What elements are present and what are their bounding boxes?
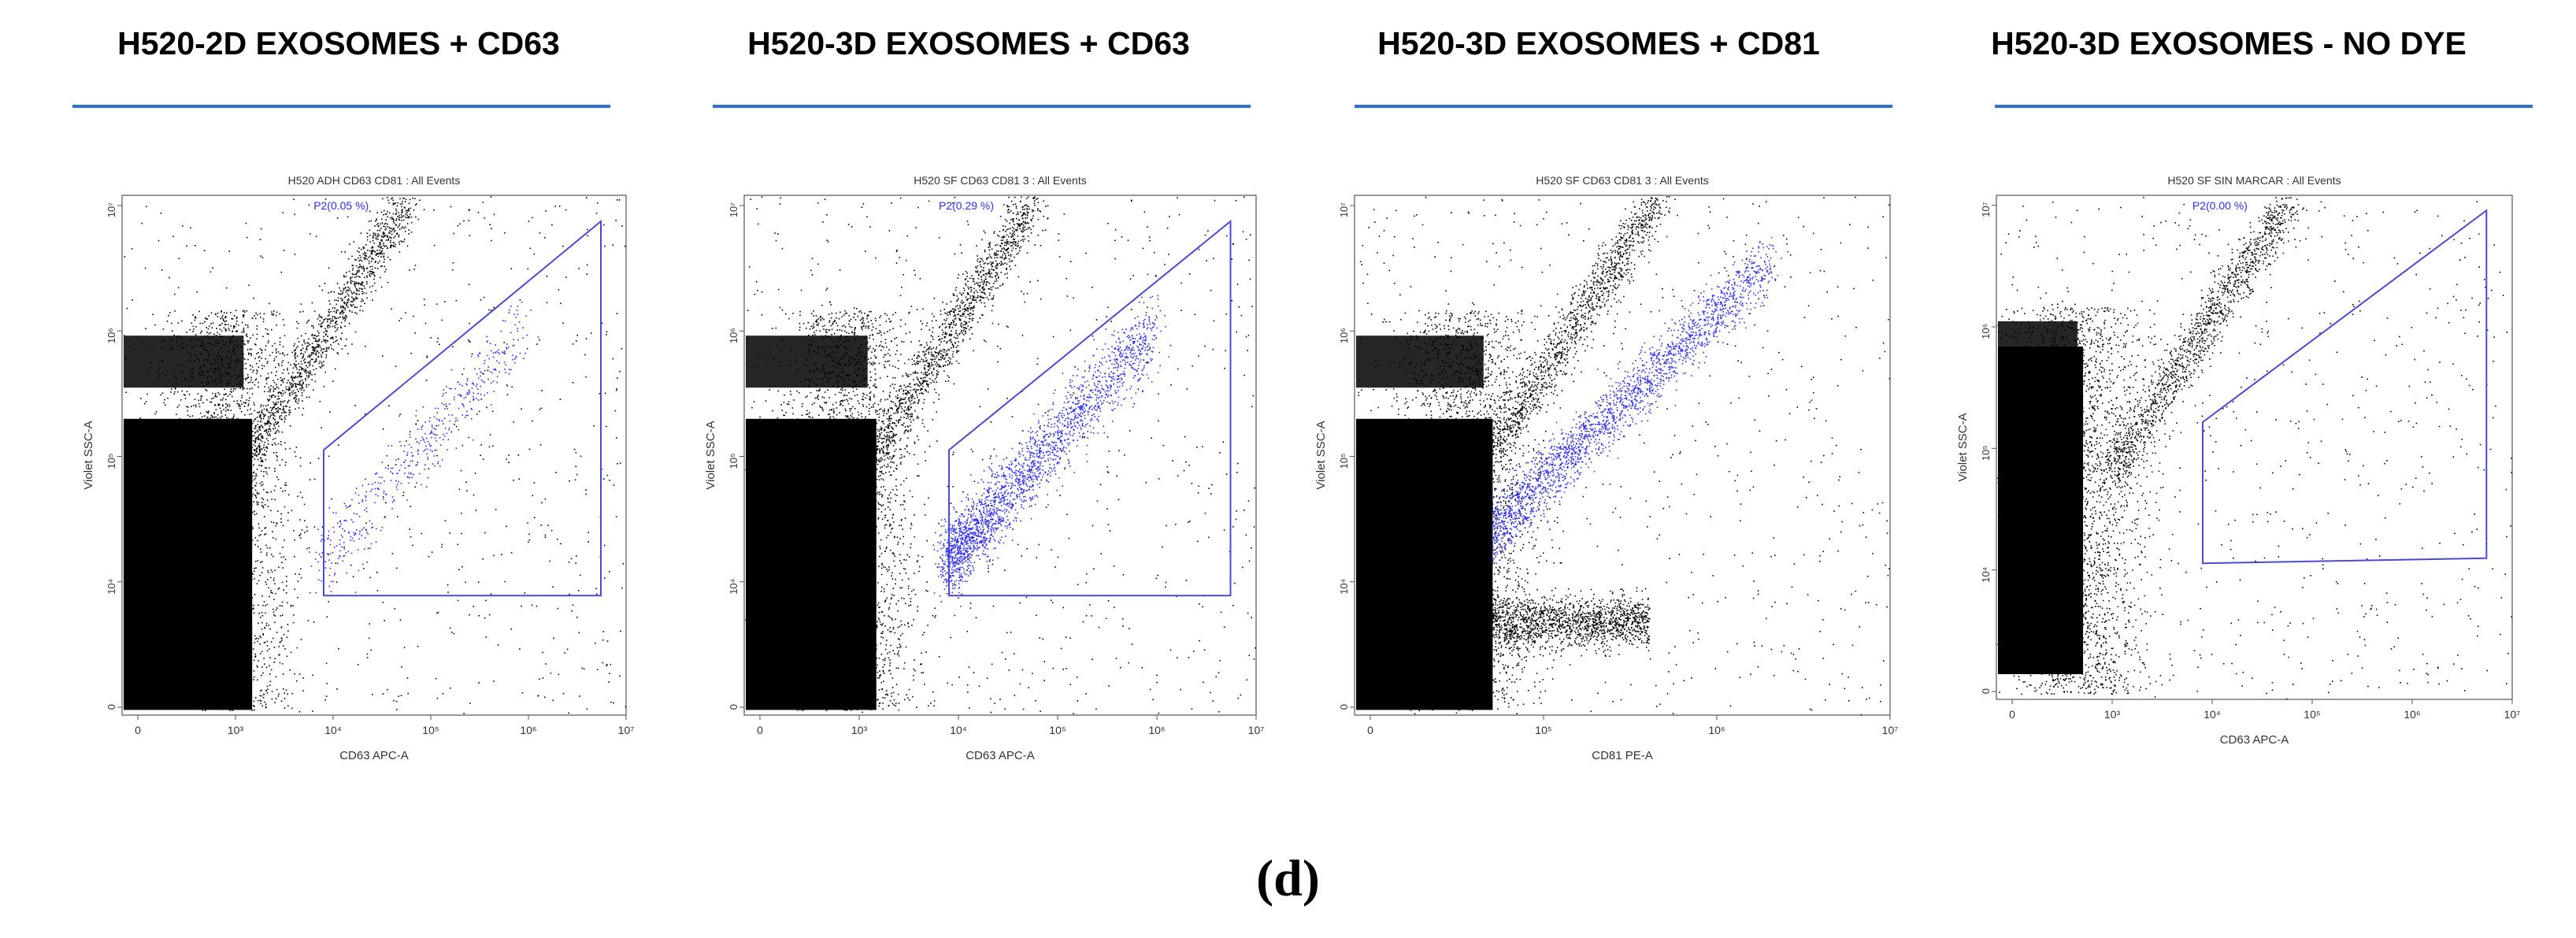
- event-density-band: [1998, 321, 2077, 372]
- gated-points: [309, 301, 539, 594]
- heading-underline: [1355, 105, 1892, 108]
- x-tick-label: 10⁷: [618, 724, 635, 736]
- x-tick-label: 10⁵: [2304, 708, 2320, 721]
- figure-label: (d): [0, 849, 2576, 909]
- heading-underline: [72, 105, 610, 108]
- x-axis-label: CD63 APC-A: [339, 749, 409, 762]
- scatter-plot: H520 SF SIN MARCAR : All Events P2(0.00 %…: [1956, 174, 2521, 747]
- y-tick-label: 10⁷: [1980, 202, 1992, 217]
- x-axis-label: CD81 PE-A: [1592, 749, 1653, 762]
- y-tick-label: 10⁵: [1338, 454, 1350, 469]
- x-tick-label: 10⁵: [1049, 724, 1066, 736]
- event-density-band: [124, 336, 244, 388]
- x-axis-label: CD63 APC-A: [2220, 733, 2289, 747]
- scatter-plot: H520 SF CD63 CD81 3 : All Events 0 10⁵ 10⁶ 1…: [1314, 174, 1899, 762]
- x-tick-label: 10⁷: [1248, 724, 1265, 736]
- x-tick-label: 10⁴: [324, 724, 342, 736]
- scatter-plot: H520 ADH CD63 CD81 : All Events P2(0.05 %…: [82, 174, 635, 762]
- heading-underline: [713, 105, 1251, 108]
- x-tick-label: 10³: [228, 724, 244, 736]
- event-density-band: [746, 336, 868, 388]
- y-tick-label: 10⁶: [728, 328, 739, 343]
- gate-polygon: [948, 219, 1232, 597]
- panel-4: H520-3D EXOSOMES - NO DYE H520 SF SIN MA…: [1953, 0, 2533, 788]
- x-tick-label: 10⁶: [1148, 724, 1165, 736]
- y-tick-label: 10⁵: [1980, 445, 1992, 461]
- y-tick-label: 10⁷: [106, 202, 117, 217]
- panel-3: H520-3D EXOSOMES + CD81 H520 SF CD63 CD8…: [1314, 0, 1898, 788]
- y-tick-label: 10⁴: [728, 579, 739, 595]
- y-tick-label: 10⁴: [1980, 567, 1992, 583]
- y-axis-label: Violet SSC-A: [82, 421, 95, 489]
- gate-label: P2(0.29 %): [939, 199, 994, 212]
- y-tick-label: 10⁴: [1338, 579, 1350, 595]
- y-tick-label: 10⁷: [1338, 202, 1350, 217]
- y-tick-label: 10⁴: [106, 579, 117, 595]
- y-axis-label: Violet SSC-A: [704, 421, 717, 489]
- panel-heading: H520-3D EXOSOMES - NO DYE: [1953, 25, 2504, 62]
- y-axis-label: Violet SSC-A: [1956, 413, 1970, 481]
- event-density-core: [124, 418, 253, 710]
- event-density-core: [1356, 418, 1493, 710]
- gate-label: P2(0.05 %): [313, 199, 369, 212]
- plot-title: H520 SF SIN MARCAR : All Events: [2167, 174, 2341, 187]
- x-tick-label: 10³: [851, 724, 868, 736]
- event-density-band: [1356, 336, 1484, 388]
- plot-title: H520 SF CD63 CD81 3 : All Events: [914, 174, 1086, 187]
- y-tick-label: 0: [728, 704, 739, 710]
- heading-underline: [1995, 105, 2533, 108]
- x-tick-label: 10⁶: [2404, 708, 2420, 721]
- panel-heading: H520-2D EXOSOMES + CD63: [63, 25, 614, 62]
- plot-title: H520 SF CD63 CD81 3 : All Events: [1536, 174, 1708, 187]
- gate-polygon: [2202, 209, 2488, 565]
- x-tick-label: 10⁷: [2504, 708, 2521, 721]
- x-tick-label: 0: [1367, 724, 1373, 736]
- x-tick-label: 0: [135, 724, 141, 736]
- x-tick-label: 0: [2009, 708, 2015, 721]
- x-tick-label: 10⁶: [520, 724, 536, 736]
- panel-2: H520-3D EXOSOMES + CD63 H520 SF CD63 CD8…: [693, 0, 1264, 788]
- x-tick-label: 10³: [2104, 708, 2121, 721]
- y-tick-label: 10⁵: [728, 454, 739, 469]
- x-tick-label: 10⁴: [950, 724, 967, 736]
- x-tick-label: 0: [757, 724, 763, 736]
- y-axis-label: Violet SSC-A: [1314, 421, 1328, 489]
- event-density-core: [1998, 347, 2084, 674]
- panel-1: H520-2D EXOSOMES + CD63 H520 ADH CD63 CD…: [63, 0, 634, 788]
- scatter-plot: H520 SF CD63 CD81 3 : All Events P2(0.29 …: [704, 174, 1265, 762]
- y-tick-label: 10⁶: [106, 328, 117, 343]
- y-tick-label: 10⁷: [728, 202, 739, 217]
- y-tick-label: 10⁶: [1980, 324, 1992, 339]
- x-tick-label: 10⁵: [1535, 724, 1551, 736]
- panel-heading: H520-3D EXOSOMES + CD81: [1323, 25, 1874, 62]
- x-axis-label: CD63 APC-A: [966, 749, 1035, 762]
- gate-label: P2(0.00 %): [2192, 199, 2248, 212]
- y-tick-label: 10⁵: [106, 454, 117, 469]
- gated-points: [932, 295, 1170, 607]
- y-tick-label: 0: [1980, 688, 1992, 694]
- y-tick-label: 0: [106, 704, 117, 710]
- x-tick-label: 10⁷: [1882, 724, 1899, 736]
- event-density-core: [746, 418, 877, 710]
- x-tick-label: 10⁴: [2203, 708, 2221, 721]
- panel-heading: H520-3D EXOSOMES + CD63: [693, 25, 1244, 62]
- plot-title: H520 ADH CD63 CD81 : All Events: [288, 174, 461, 187]
- gate-polygon: [323, 219, 602, 597]
- y-tick-label: 0: [1338, 704, 1350, 710]
- x-tick-label: 10⁵: [422, 724, 439, 736]
- x-tick-label: 10⁶: [1708, 724, 1725, 736]
- y-tick-label: 10⁶: [1338, 328, 1350, 343]
